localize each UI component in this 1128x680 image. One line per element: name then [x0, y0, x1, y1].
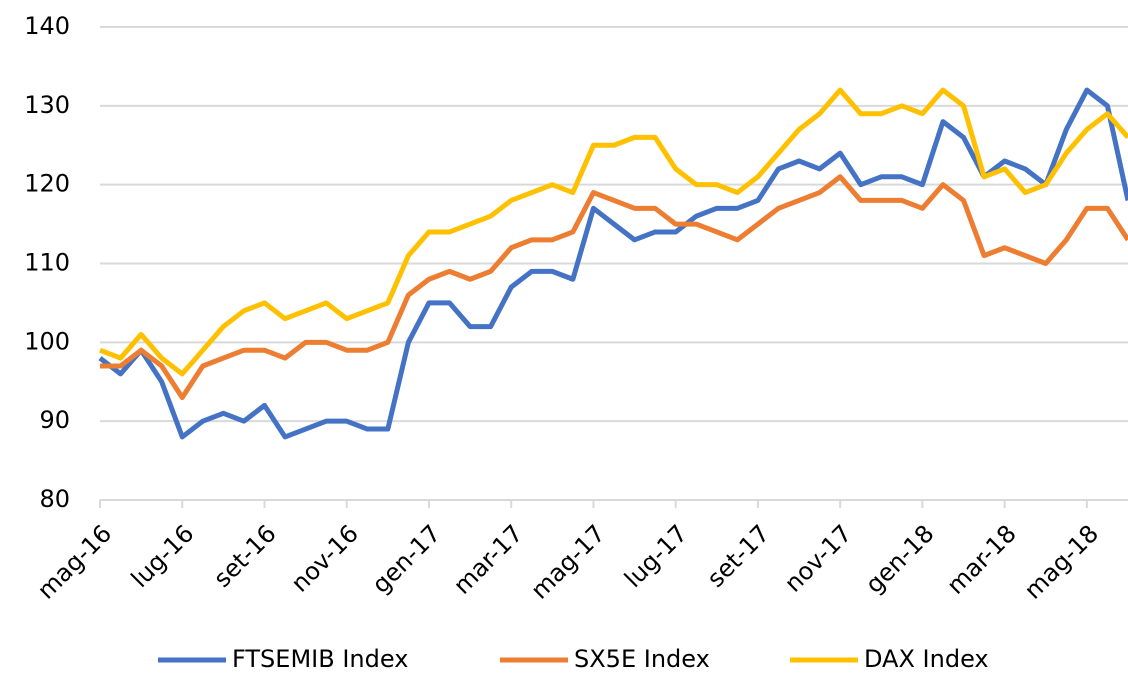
legend-label: DAX Index	[864, 645, 989, 673]
legend-label: FTSEMIB Index	[232, 645, 408, 673]
x-tick-label: mag-16	[32, 519, 117, 604]
y-tick-label: 110	[24, 249, 70, 277]
x-tick-label: lug-16	[126, 519, 200, 593]
y-tick-label: 90	[39, 406, 70, 434]
series-line	[100, 174, 1128, 401]
x-tick-label: gen-18	[860, 519, 939, 598]
x-tick-label: mag-17	[525, 519, 610, 604]
legend-label: SX5E Index	[574, 645, 710, 673]
y-tick-label: 120	[24, 170, 70, 198]
x-tick-label: nov-17	[779, 519, 857, 597]
y-tick-label: 80	[39, 485, 70, 513]
x-tick-label: mar-18	[941, 519, 1021, 599]
y-tick-label: 100	[24, 327, 70, 355]
series-line	[99, 87, 1128, 377]
series-line	[98, 87, 1128, 440]
x-tick-label: mag-18	[1019, 519, 1104, 604]
x-tick-label: set-16	[208, 519, 281, 592]
x-tick-label: mar-17	[448, 519, 528, 599]
y-tick-label: 140	[24, 12, 70, 40]
x-tick-label: nov-16	[286, 519, 364, 597]
x-tick-label: set-17	[702, 519, 775, 592]
y-tick-label: 130	[24, 91, 70, 119]
x-tick-label: lug-17	[619, 519, 693, 593]
x-tick-label: gen-17	[367, 519, 446, 598]
